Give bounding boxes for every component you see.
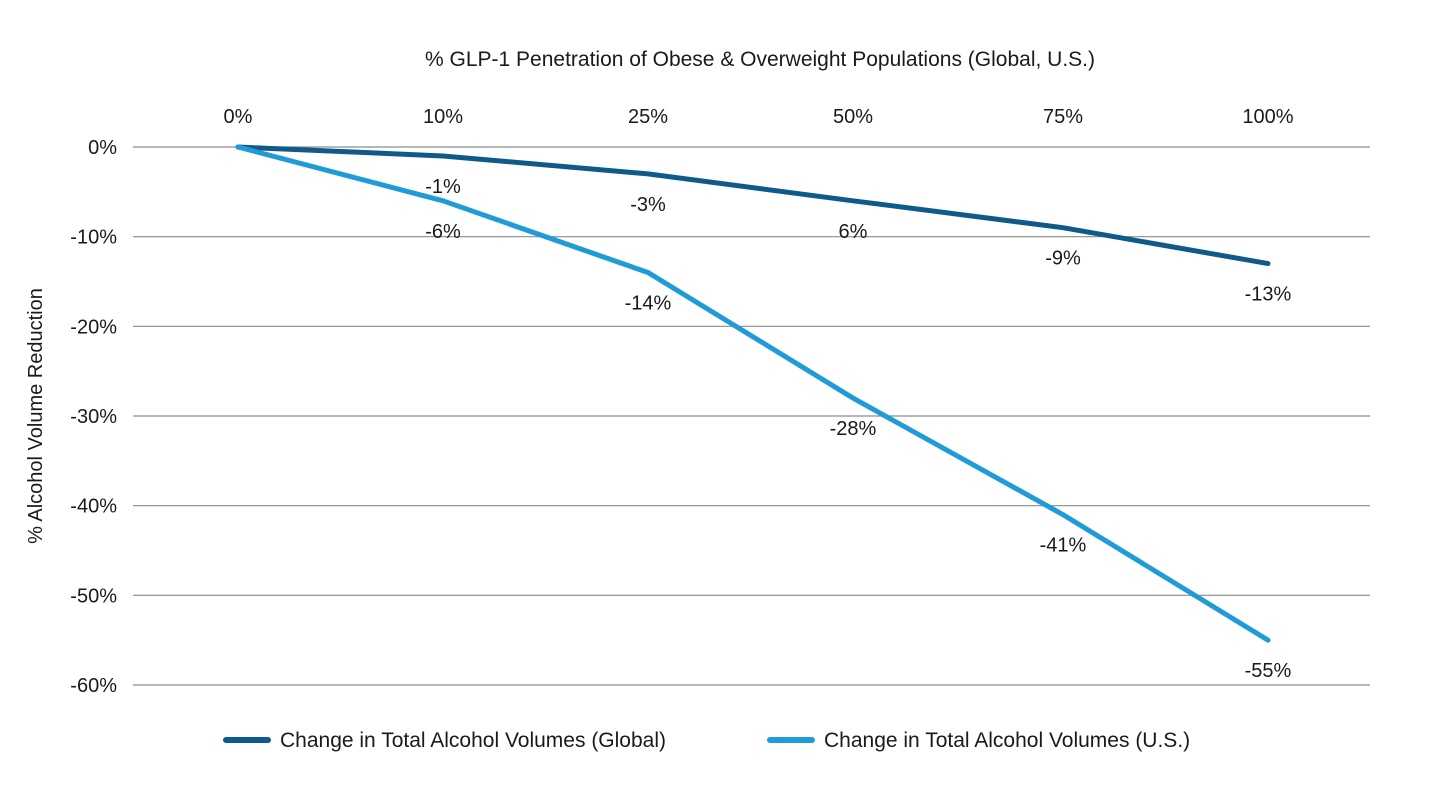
data-label-global: 6%: [839, 221, 868, 243]
gridlines: [133, 146, 1370, 686]
data-label-us: -6%: [425, 221, 461, 243]
data-label-us: -55%: [1245, 660, 1292, 682]
y-axis-ticks: 0% -10% -20% -30% -40% -50% -60%: [70, 137, 117, 697]
y-axis-title: % Alcohol Volume Reduction: [25, 288, 47, 544]
legend: Change in Total Alcohol Volumes (Global)…: [223, 729, 1190, 752]
data-label-global: -3%: [630, 194, 666, 216]
y-tick-label: -60%: [70, 675, 117, 697]
y-tick-label: -50%: [70, 585, 117, 607]
y-tick-label: 0%: [88, 137, 117, 159]
data-label-us: -28%: [830, 418, 877, 440]
data-label-global: -13%: [1245, 284, 1292, 306]
x-tick-label: 25%: [628, 106, 668, 128]
data-label-global: -9%: [1045, 248, 1081, 270]
data-label-global: -1%: [425, 176, 461, 198]
x-tick-label: 75%: [1043, 106, 1083, 128]
y-tick-label: -40%: [70, 496, 117, 518]
legend-label: Change in Total Alcohol Volumes (Global): [280, 729, 666, 752]
series-lines: [235, 144, 1271, 643]
x-tick-label: 10%: [423, 106, 463, 128]
x-tick-label: 0%: [224, 106, 253, 128]
data-label-us: -14%: [625, 293, 672, 315]
data-label-us: -41%: [1040, 535, 1087, 557]
legend-label: Change in Total Alcohol Volumes (U.S.): [824, 729, 1190, 752]
y-tick-label: -10%: [70, 227, 117, 249]
x-tick-label: 100%: [1242, 106, 1293, 128]
y-tick-label: -20%: [70, 316, 117, 338]
series-line-us: [235, 144, 1271, 643]
x-axis-ticks: 0% 10% 25% 50% 75% 100%: [224, 106, 1294, 128]
series-line-global: [235, 144, 1271, 267]
x-tick-label: 50%: [833, 106, 873, 128]
data-labels: -1% -3% 6% -9% -13% -6% -14% -28% -41% -55%: [425, 176, 1291, 682]
y-tick-label: -30%: [70, 406, 117, 428]
x-axis-title: % GLP-1 Penetration of Obese & Overweigh…: [425, 48, 1095, 71]
